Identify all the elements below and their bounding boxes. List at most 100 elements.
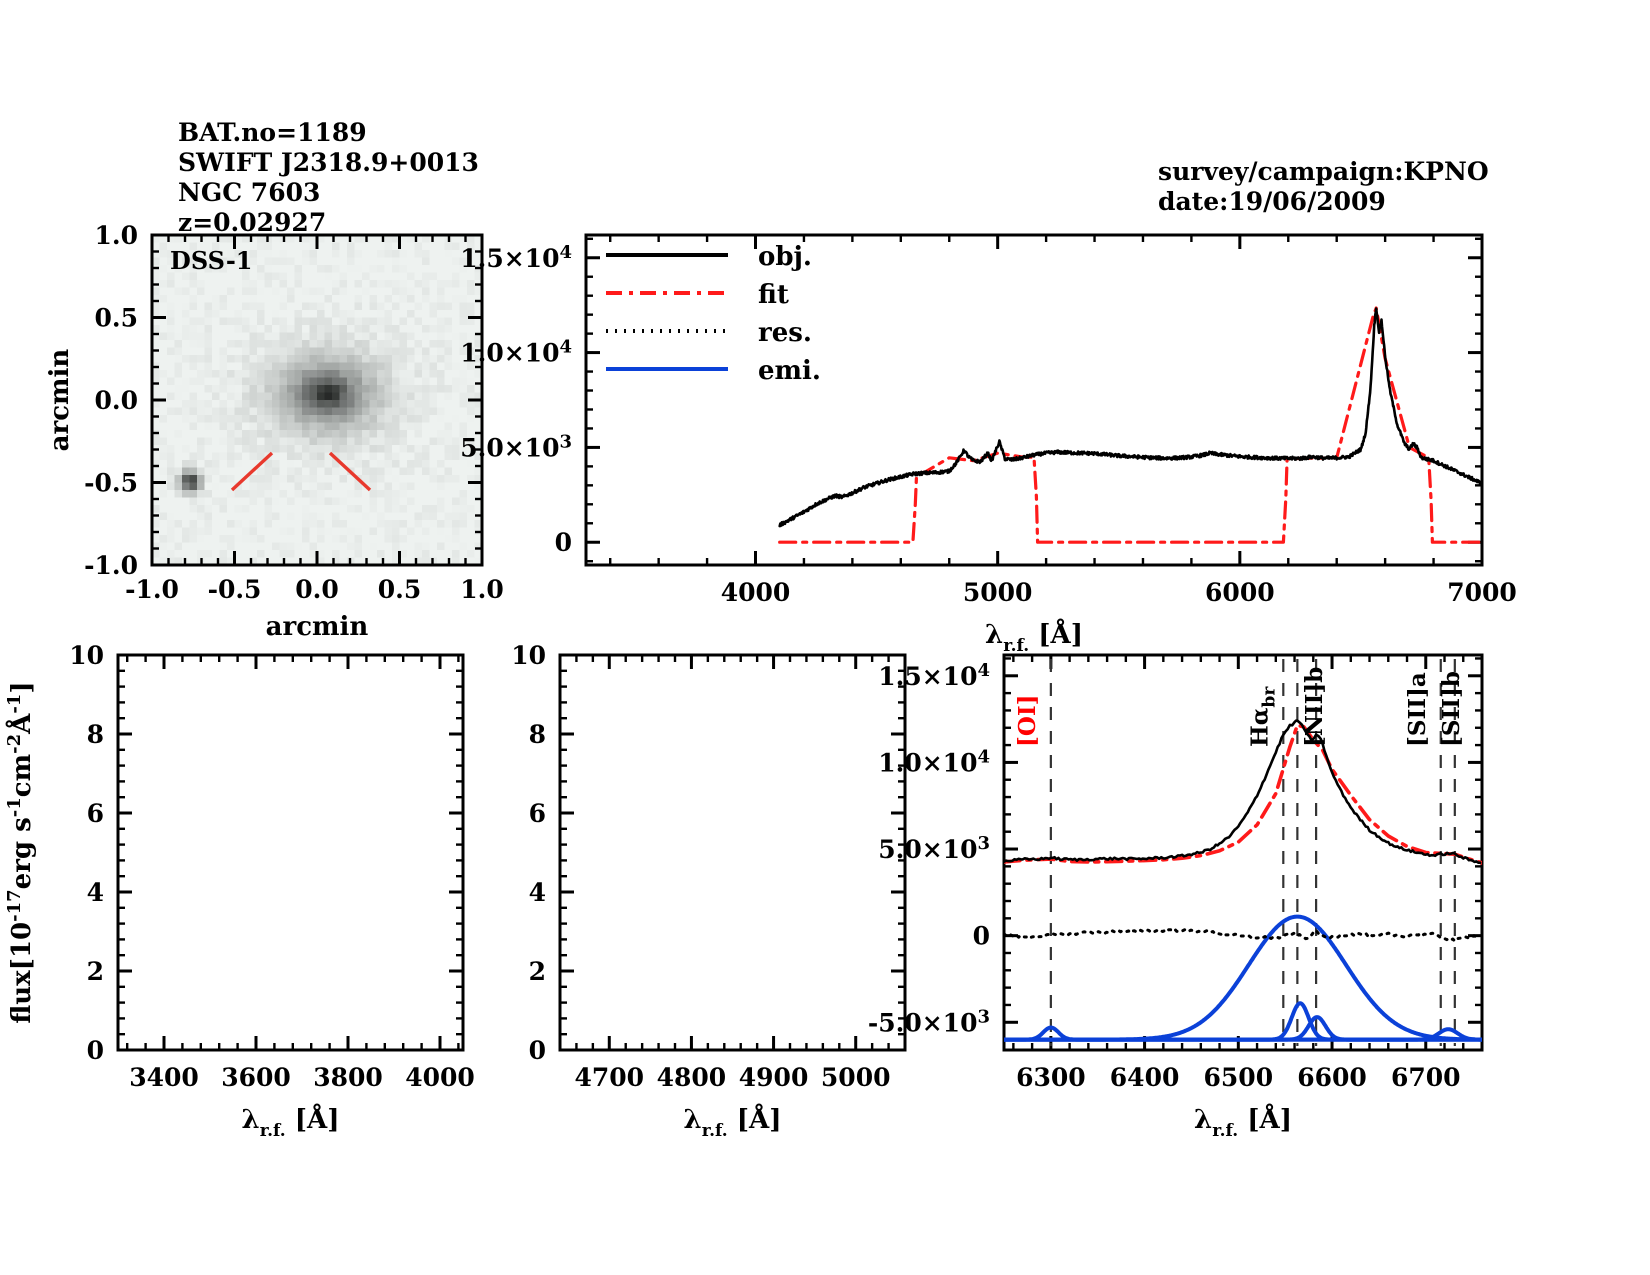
image-pixel — [467, 422, 476, 431]
image-pixel — [159, 550, 168, 559]
image-pixel — [309, 407, 318, 416]
hbeta-x-tick-label: 4900 — [739, 1063, 809, 1092]
image-pixel — [369, 347, 378, 356]
image-pixel — [264, 422, 273, 431]
image-pixel — [279, 505, 288, 514]
image-pixel — [242, 265, 251, 274]
image-pixel — [279, 482, 288, 491]
image-pixel — [459, 512, 468, 521]
image-pixel — [174, 407, 183, 416]
image-pixel — [219, 280, 228, 289]
image-pixel — [369, 415, 378, 424]
image-pixel — [369, 280, 378, 289]
image-pixel — [204, 295, 213, 304]
image-pixel — [452, 370, 461, 379]
image-pixel — [399, 527, 408, 536]
image-pixel — [414, 520, 423, 529]
image-pixel — [429, 317, 438, 326]
image-pixel — [272, 520, 281, 529]
image-pixel — [204, 340, 213, 349]
image-pixel — [414, 392, 423, 401]
image-pixel — [182, 347, 191, 356]
image-pixel — [467, 475, 476, 484]
image-pixel — [324, 445, 333, 454]
image-pixel — [227, 407, 236, 416]
image-pixel — [272, 542, 281, 551]
hbeta-y-tick-label: 8 — [529, 720, 546, 749]
image-pixel — [197, 505, 206, 514]
image-pixel — [257, 482, 266, 491]
image-pixel — [212, 377, 221, 386]
image-pixel — [249, 550, 258, 559]
image-pixel — [197, 325, 206, 334]
image-pixel — [332, 257, 341, 266]
image-pixel — [384, 527, 393, 536]
image-pixel — [407, 295, 416, 304]
image-pixel — [272, 475, 281, 484]
image-pixel — [407, 422, 416, 431]
image-pixel — [249, 475, 258, 484]
image-pixel — [174, 430, 183, 439]
image-pixel — [339, 347, 348, 356]
image-pixel — [257, 505, 266, 514]
image-pixel — [212, 482, 221, 491]
image-pixel — [264, 257, 273, 266]
image-pixel — [159, 407, 168, 416]
image-pixel — [459, 302, 468, 311]
image-pixel — [377, 287, 386, 296]
image-pixel — [302, 437, 311, 446]
image-pixel — [167, 377, 176, 386]
image-pixel — [414, 482, 423, 491]
image-pixel — [384, 550, 393, 559]
image-pixel — [302, 430, 311, 439]
image-pixel — [452, 422, 461, 431]
image-pixel — [152, 407, 161, 416]
image-pixel — [377, 400, 386, 409]
image-pixel — [204, 392, 213, 401]
image-pixel — [474, 355, 482, 364]
image-pixel — [362, 505, 371, 514]
image-pixel — [362, 257, 371, 266]
image-pixel — [197, 370, 206, 379]
image-pixel — [392, 430, 401, 439]
image-pixel — [467, 265, 476, 274]
image-pixel — [317, 302, 326, 311]
image-pixel — [287, 377, 296, 386]
image-pixel — [339, 257, 348, 266]
image-pixel — [227, 235, 236, 244]
image-pixel — [219, 400, 228, 409]
image-pixel — [294, 242, 303, 251]
image-pixel — [422, 445, 431, 454]
image-pixel — [452, 355, 461, 364]
image-pixel — [332, 392, 341, 401]
image-pixel — [167, 535, 176, 544]
image-pixel — [437, 445, 446, 454]
image-pixel — [167, 520, 176, 529]
image-pixel — [369, 497, 378, 506]
image-pixel — [444, 265, 453, 274]
image-pixel — [182, 512, 191, 521]
image-pixel — [414, 445, 423, 454]
image-pixel — [294, 250, 303, 259]
image-pixel — [452, 467, 461, 476]
image-pixel — [354, 295, 363, 304]
image-pixel — [197, 550, 206, 559]
image-pixel — [302, 287, 311, 296]
image-pixel — [242, 445, 251, 454]
image-pixel — [467, 310, 476, 319]
image-pixel — [227, 467, 236, 476]
image-pixel — [437, 542, 446, 551]
image-pixel — [294, 280, 303, 289]
image-pixel — [347, 377, 356, 386]
image-pixel — [347, 415, 356, 424]
image-pixel — [362, 400, 371, 409]
halpha-x-tick-label: 6400 — [1110, 1063, 1180, 1092]
image-pixel — [437, 467, 446, 476]
image-pixel — [294, 460, 303, 469]
image-pixel — [399, 325, 408, 334]
image-pixel — [234, 430, 243, 439]
image-pixel — [242, 535, 251, 544]
image-pixel — [279, 512, 288, 521]
image-pixel — [204, 505, 213, 514]
image-pixel — [399, 407, 408, 416]
